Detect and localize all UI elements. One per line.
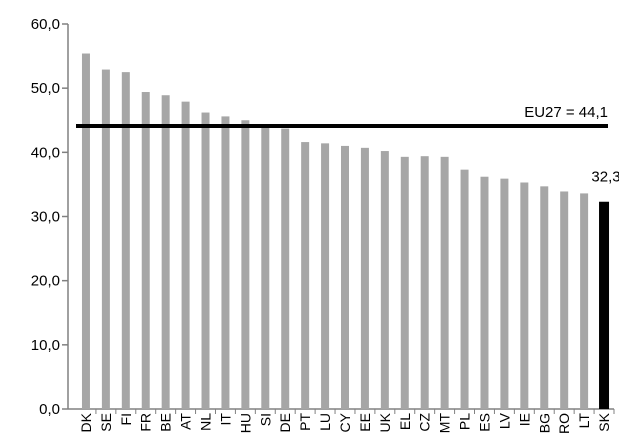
x-tick-label-hu: HU (237, 413, 253, 433)
x-tick-label-fr: FR (138, 413, 154, 432)
bar-ro (560, 191, 569, 409)
x-tick-label-be: BE (158, 413, 174, 432)
labels: 0,0 10,0 20,0 30,0 40,0 50,0 60,0 DK SE FI FR BE AT N… (31, 16, 619, 434)
bar-el (400, 156, 409, 409)
bar-se (101, 69, 110, 409)
x-tick-label-bg: BG (536, 413, 552, 433)
x-tick-label-cz: CZ (417, 413, 433, 432)
bar-dk (81, 53, 90, 410)
bar-be (161, 95, 170, 409)
x-tick-label-pl: PL (457, 413, 473, 430)
x-tick-label-it: IT (217, 413, 233, 426)
bar-lv (500, 178, 509, 409)
bar-uk (380, 151, 389, 410)
bar-fr (141, 92, 150, 410)
y-tick-label: 0,0 (39, 401, 60, 418)
x-tick-label-ro: RO (556, 413, 572, 434)
x-tick-label-es: ES (476, 413, 492, 432)
bar-mt (440, 156, 449, 409)
bar-nl (201, 112, 210, 410)
bar-de (281, 128, 290, 409)
eu27-reference-label: EU27 = 44,1 (524, 104, 608, 121)
x-tick-label-el: EL (397, 413, 413, 430)
bar-ie (520, 182, 529, 409)
bar-lt (580, 193, 589, 409)
y-tick-label: 10,0 (31, 337, 60, 354)
bar-ee (360, 147, 369, 409)
bar-cz (420, 156, 429, 409)
x-tick-label-fi: FI (118, 413, 134, 425)
y-tick-label: 20,0 (31, 273, 60, 290)
bar-si (261, 126, 270, 410)
x-tick-label-lu: LU (317, 413, 333, 431)
y-tick-label: 60,0 (31, 16, 60, 33)
x-tick-label-si: SI (257, 413, 273, 426)
bar-cy (341, 145, 349, 409)
y-tick-label: 30,0 (31, 209, 60, 226)
bar-lu (321, 143, 330, 409)
bar-at (181, 101, 190, 410)
bar-it (221, 116, 230, 410)
bar-hu (241, 120, 250, 409)
y-tick-label: 50,0 (31, 80, 60, 97)
x-tick-label-nl: NL (198, 413, 214, 431)
x-tick-label-uk: UK (377, 412, 393, 432)
x-tick-label-cy: CY (337, 412, 353, 432)
bars (81, 53, 610, 410)
y-tick-label: 40,0 (31, 144, 60, 161)
x-tick-label-dk: DK (78, 412, 94, 432)
highlight-value-label: 32,3 (591, 169, 619, 186)
x-tick-label-de: DE (277, 413, 293, 432)
bar-pl (460, 169, 469, 409)
x-tick-label-ee: EE (357, 413, 373, 432)
x-tick-label-ie: IE (516, 413, 532, 426)
x-tick-label-at: AT (178, 413, 194, 430)
bar-pt (301, 142, 310, 410)
x-tick-label-se: SE (98, 413, 114, 432)
x-tick-label-sk: SK (596, 412, 612, 431)
x-tick-label-lt: LT (576, 413, 592, 429)
x-tick-label-lv: LV (496, 412, 512, 429)
bar-sk (599, 201, 610, 409)
x-tick-label-pt: PT (297, 413, 313, 431)
bar-fi (121, 72, 130, 409)
bar-bg (540, 186, 549, 409)
x-tick-label-mt: MT (437, 413, 453, 434)
bar-es (480, 176, 489, 409)
